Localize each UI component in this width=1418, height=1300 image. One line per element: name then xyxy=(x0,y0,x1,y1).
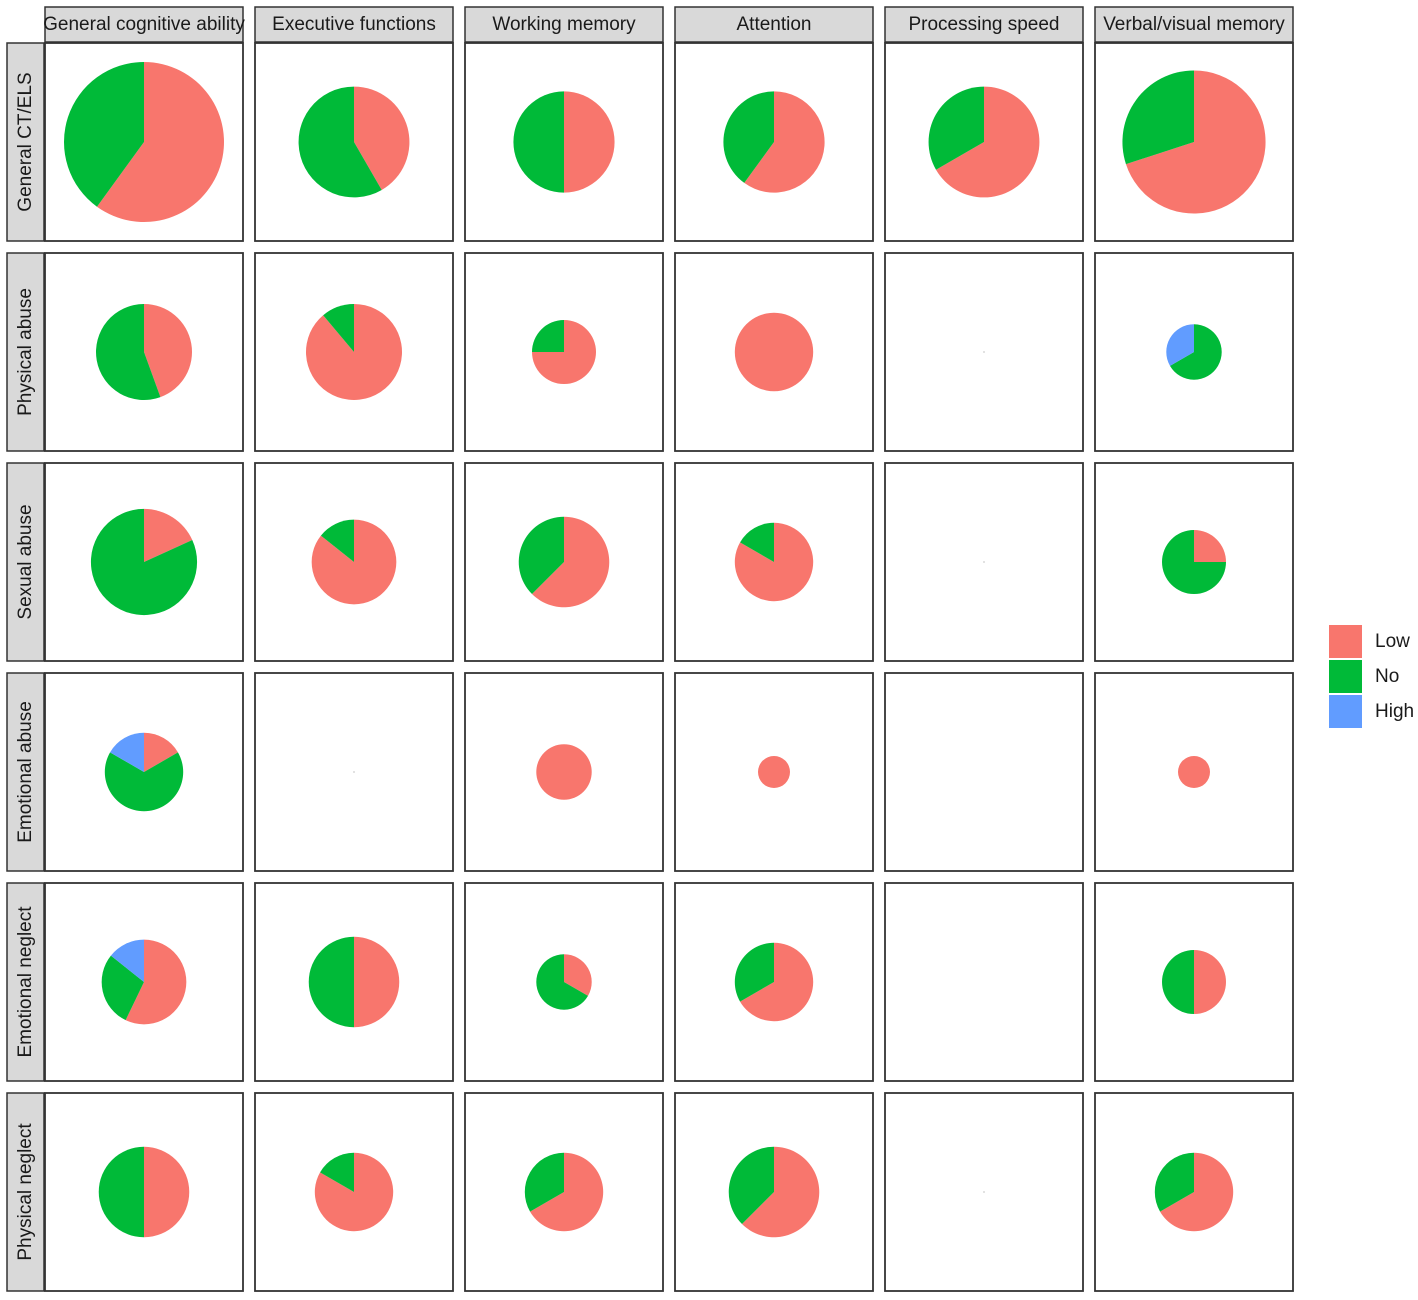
pie-slice xyxy=(96,304,161,400)
pie-slice xyxy=(104,752,184,812)
pie-slice xyxy=(320,1152,354,1192)
row-strip xyxy=(6,462,45,662)
empty-pie-dot xyxy=(353,771,355,773)
pie-slice xyxy=(98,1146,144,1238)
legend-label: No xyxy=(1375,666,1399,687)
pie-slice xyxy=(524,1152,564,1212)
panel xyxy=(884,882,1084,1082)
pie-slice xyxy=(742,1146,820,1238)
pie-slice xyxy=(144,732,178,772)
legend-key xyxy=(1329,660,1362,693)
pie-slice xyxy=(64,62,144,207)
pie-slice xyxy=(1162,530,1226,594)
pie-slice xyxy=(298,86,382,198)
pie-slice xyxy=(110,939,144,982)
pie-slice xyxy=(354,86,410,190)
column-strip xyxy=(884,6,1084,43)
pie-slice xyxy=(1170,324,1222,380)
column-label: Verbal/visual memory xyxy=(1103,14,1285,35)
pie-slice xyxy=(144,1146,190,1238)
pie-slice xyxy=(532,516,610,608)
column-label: Processing speed xyxy=(908,14,1059,35)
pie-slice xyxy=(96,62,224,222)
empty-pie-dot xyxy=(983,561,985,563)
pie-slice xyxy=(1194,530,1226,562)
pie-slice xyxy=(354,936,400,1028)
pie-slice xyxy=(740,522,774,562)
pie-slice xyxy=(532,320,564,352)
column-label: Executive functions xyxy=(272,14,436,35)
row-strip xyxy=(6,882,45,1082)
panel xyxy=(44,672,244,872)
row-label: Emotional abuse xyxy=(15,701,36,843)
pie-slice xyxy=(308,936,354,1028)
pie-slice xyxy=(723,91,774,183)
pie-slice xyxy=(144,304,193,398)
row-strip xyxy=(6,42,45,242)
column-label: Attention xyxy=(737,14,812,35)
pie-slice xyxy=(740,942,814,1022)
pie-slice xyxy=(530,1152,604,1232)
pie-slice xyxy=(1160,1152,1234,1232)
row-label: Physical abuse xyxy=(15,288,36,416)
column-strip xyxy=(254,6,454,43)
row-label: Physical neglect xyxy=(15,1123,36,1261)
column-label: General cognitive ability xyxy=(43,14,245,35)
pie-slice xyxy=(101,955,144,1021)
pie-slice xyxy=(728,1146,774,1224)
pie-slice xyxy=(564,954,592,996)
pie-slice xyxy=(1166,324,1194,366)
pie-slice xyxy=(536,954,588,1010)
pie-slice xyxy=(110,732,144,772)
row-label: Emotional neglect xyxy=(15,906,36,1058)
column-label: Working memory xyxy=(492,14,636,35)
pie-slice xyxy=(536,744,592,800)
pie-slice xyxy=(320,519,354,562)
row-strip xyxy=(6,672,45,872)
pie-slice xyxy=(758,756,790,788)
pie-slice xyxy=(125,939,187,1025)
column-strip xyxy=(44,6,244,43)
row-strip xyxy=(6,1092,45,1292)
pie-slice xyxy=(928,86,984,170)
panel xyxy=(44,882,244,1082)
row-label: General CT/ELS xyxy=(15,72,36,211)
pie-slice xyxy=(1178,756,1210,788)
pie-slice xyxy=(513,91,564,193)
pie-slice xyxy=(734,942,774,1002)
pie-slice xyxy=(1122,70,1194,165)
pie-slice xyxy=(564,91,615,193)
pie-slice xyxy=(90,508,198,616)
column-strip xyxy=(674,6,874,43)
legend-label: Low xyxy=(1375,631,1410,652)
column-strip xyxy=(464,6,664,43)
legend-label: High xyxy=(1375,701,1414,722)
row-strip xyxy=(6,252,45,452)
pie-slice xyxy=(1154,1152,1194,1212)
pie-slice xyxy=(1125,70,1266,214)
empty-pie-dot xyxy=(983,351,985,353)
row-label: Sexual abuse xyxy=(15,504,36,619)
pie-slice xyxy=(1162,950,1194,1014)
empty-pie-dot xyxy=(983,1191,985,1193)
pie-slice xyxy=(144,508,193,562)
pie-slice xyxy=(936,86,1040,198)
pie-slice xyxy=(744,91,825,193)
pie-slice xyxy=(734,312,814,392)
pie-slice xyxy=(518,516,564,594)
panel xyxy=(884,672,1084,872)
pie-slice xyxy=(306,304,403,400)
pie-slice xyxy=(323,304,354,352)
column-strip xyxy=(1094,6,1294,43)
legend-key xyxy=(1329,625,1362,658)
pie-slice xyxy=(1194,950,1226,1014)
legend-key xyxy=(1329,695,1362,728)
